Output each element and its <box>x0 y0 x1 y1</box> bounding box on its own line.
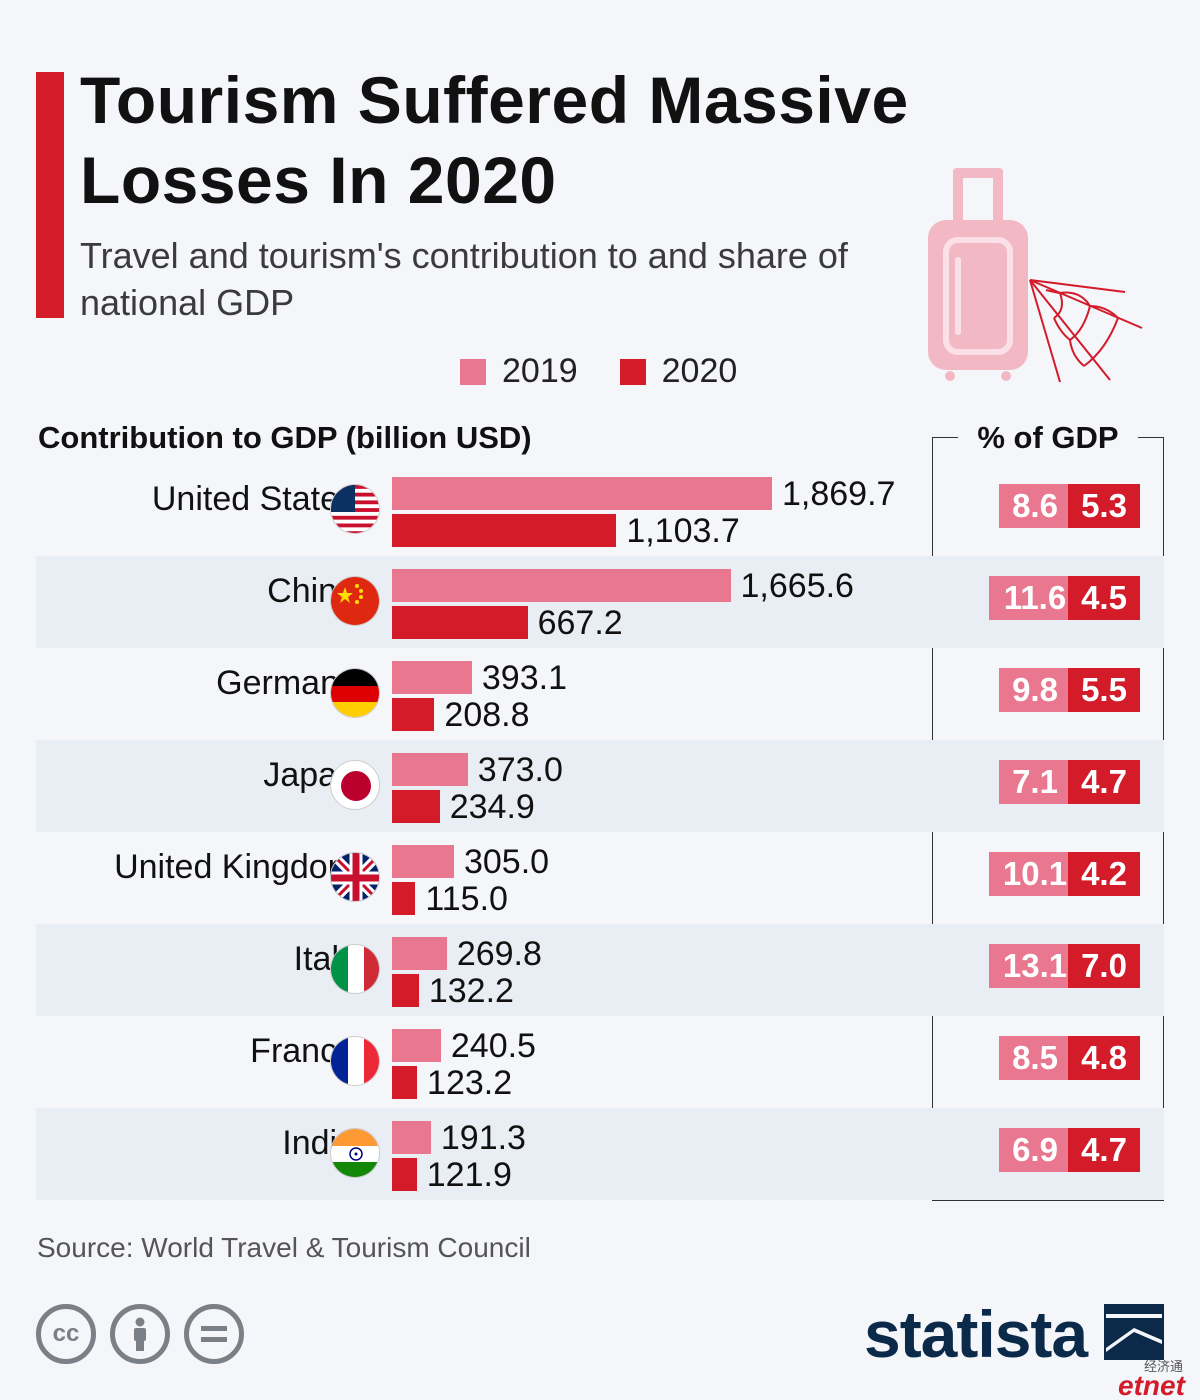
pct-gdp-2019: 11.6 <box>989 576 1081 620</box>
flag-united-kingdom-icon <box>330 852 380 902</box>
chart-row-united-kingdom: United Kingdom 305.0 115.0 10.1 4.2 <box>36 832 1164 924</box>
watermark-chinese: 经济通 <box>1144 1359 1184 1374</box>
category-label: United States <box>151 480 356 518</box>
pct-gdp-2020: 5.5 <box>1068 668 1140 712</box>
data-label-2019: 393.1 <box>481 659 567 697</box>
bar-2020-china <box>392 606 528 639</box>
bar-2019-china <box>392 569 731 602</box>
data-label-2020: 132.2 <box>428 972 514 1010</box>
bar-2019-india <box>392 1121 431 1154</box>
contribution-axis-label: Contribution to GDP (billion USD) <box>38 420 532 455</box>
data-label-2020: 115.0 <box>425 880 508 918</box>
bar-2019-japan <box>392 753 468 786</box>
chart-row-japan: Japan 373.0 234.9 7.1 4.7 <box>36 740 1164 832</box>
data-label-2019: 191.3 <box>440 1119 526 1157</box>
flag-china-icon <box>330 576 380 626</box>
legend-label-2019: 2019 <box>502 352 578 390</box>
data-label-2019: 240.5 <box>450 1027 536 1065</box>
pct-gdp-2020: 4.2 <box>1068 852 1140 896</box>
data-label-2019: 1,869.7 <box>782 475 896 513</box>
chart-legend: 2019 2020 <box>460 352 737 391</box>
row-content: France 240.5 123.2 8.5 4.8 <box>36 1016 1164 1108</box>
pct-gdp-2020: 4.5 <box>1068 576 1140 620</box>
pct-gdp-2020: 5.3 <box>1068 484 1140 528</box>
flag-japan-icon <box>330 760 380 810</box>
chart-row-united-states: United States 1,869.7 1,103.7 8.6 5.3 <box>36 464 1164 556</box>
license-icons: cc <box>36 1304 244 1364</box>
bar-2020-japan <box>392 790 440 823</box>
pct-gdp-2019: 10.1 <box>989 852 1081 896</box>
pct-gdp-2020: 4.7 <box>1068 760 1140 804</box>
chart-row-china: China 1,665.6 667.2 11.6 4.5 <box>36 556 1164 648</box>
flag-germany-icon <box>330 668 380 718</box>
pct-gdp-2019: 9.8 <box>999 668 1071 712</box>
bar-2019-united-kingdom <box>392 845 454 878</box>
title-accent-bar <box>36 72 64 318</box>
etnet-watermark: etnet <box>1118 1370 1185 1400</box>
pct-gdp-2019: 6.9 <box>999 1128 1071 1172</box>
bar-2020-italy <box>392 974 419 1007</box>
flag-united-states-icon <box>330 484 380 534</box>
pct-gdp-2020: 4.7 <box>1068 1128 1140 1172</box>
category-label: United Kingdom <box>114 848 356 886</box>
pct-gdp-2020: 4.8 <box>1068 1036 1140 1080</box>
flag-india-icon <box>330 1128 380 1178</box>
row-content: Germany 393.1 208.8 9.8 5.5 <box>36 648 1164 740</box>
data-label-2020: 121.9 <box>426 1156 512 1194</box>
bar-2020-germany <box>392 698 435 731</box>
data-label-2020: 208.8 <box>444 696 530 734</box>
bar-2020-france <box>392 1066 418 1099</box>
flag-france-icon <box>330 1036 380 1086</box>
bar-2019-france <box>392 1029 441 1062</box>
pct-gdp-header: % of GDP <box>958 420 1138 456</box>
data-label-2020: 123.2 <box>427 1064 513 1102</box>
row-content: China 1,665.6 667.2 11.6 4.5 <box>36 556 1164 648</box>
data-label-2020: 234.9 <box>449 788 535 826</box>
legend-swatch-2020 <box>619 358 646 385</box>
chart-subtitle: Travel and tourism's contribution to and… <box>80 235 848 323</box>
attribution-icon <box>110 1304 170 1364</box>
row-content: Japan 373.0 234.9 7.1 4.7 <box>36 740 1164 832</box>
legend-item-2020: 2020 <box>619 352 738 391</box>
chart-row-germany: Germany 393.1 208.8 9.8 5.5 <box>36 648 1164 740</box>
pct-gdp-2019: 7.1 <box>999 760 1071 804</box>
pct-gdp-2020: 7.0 <box>1068 944 1140 988</box>
no-derivatives-icon <box>184 1304 244 1364</box>
chart-row-india: India 191.3 121.9 6.9 4.7 <box>36 1108 1164 1200</box>
source-note: Source: World Travel & Tourism Council <box>37 1232 531 1263</box>
row-content: United Kingdom 305.0 115.0 10.1 4.2 <box>36 832 1164 924</box>
legend-item-2019: 2019 <box>460 352 578 391</box>
data-label-2020: 1,103.7 <box>626 512 740 550</box>
bar-2020-united-kingdom <box>392 882 416 915</box>
statista-logo: statista <box>864 1297 1088 1371</box>
chart-row-italy: Italy 269.8 132.2 13.1 7.0 <box>36 924 1164 1016</box>
chart-title: Tourism Suffered Massive Losses In 2020 <box>80 63 909 217</box>
flag-italy-icon <box>330 944 380 994</box>
row-content: Italy 269.8 132.2 13.1 7.0 <box>36 924 1164 1016</box>
bar-2020-united-states <box>392 514 617 547</box>
legend-swatch-2019 <box>460 358 486 385</box>
row-content: India 191.3 121.9 6.9 4.7 <box>36 1108 1164 1200</box>
statista-mark-icon <box>1104 1304 1164 1360</box>
data-label-2019: 1,665.6 <box>740 567 854 605</box>
data-label-2019: 373.0 <box>477 751 563 789</box>
pct-gdp-2019: 8.5 <box>999 1036 1071 1080</box>
data-label-2019: 305.0 <box>463 843 550 881</box>
pct-gdp-2019: 8.6 <box>999 484 1071 528</box>
row-content: United States 1,869.7 1,103.7 8.6 5.3 <box>36 464 1164 556</box>
bar-2019-italy <box>392 937 447 970</box>
pct-gdp-2019: 13.1 <box>989 944 1081 988</box>
data-label-2019: 269.8 <box>456 935 542 973</box>
bar-2019-united-states <box>392 477 772 510</box>
suitcase-cobweb-icon <box>928 168 1143 383</box>
bar-2019-germany <box>392 661 472 694</box>
legend-label-2020: 2020 <box>661 352 738 390</box>
cc-icon: cc <box>36 1304 96 1364</box>
chart-row-france: France 240.5 123.2 8.5 4.8 <box>36 1016 1164 1108</box>
data-label-2020: 667.2 <box>537 604 623 642</box>
bar-2020-india <box>392 1158 417 1191</box>
